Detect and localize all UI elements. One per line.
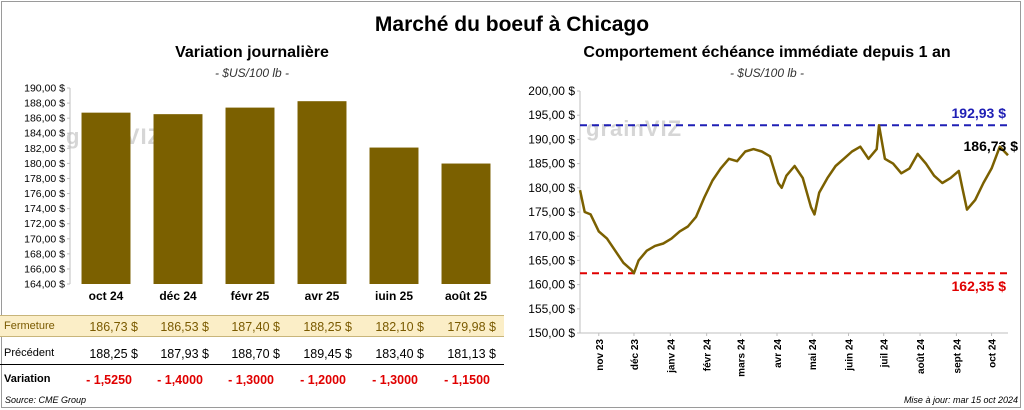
table-cell: - 1,3000 xyxy=(228,373,274,387)
y-tick-label: 188,00 $ xyxy=(24,98,65,110)
bar-chart: 164,00 $ 166,00 $ 168,00 $ 170,00 $ 172,00 $… xyxy=(24,83,491,300)
source-note: Source: CME Group xyxy=(5,395,87,405)
main-title: Marché du boeuf à Chicago xyxy=(374,13,650,36)
y-tick-label: 170,00 $ xyxy=(528,229,575,243)
y-tick-label: 155,00 $ xyxy=(528,302,575,316)
table-row-previous: Précédent 188,25 $ 187,93 $ 188,70 $ 189… xyxy=(0,343,504,365)
x-tick-label: mars 24 xyxy=(737,339,748,377)
max-value-label: 192,93 $ xyxy=(952,105,1007,121)
x-tick-label: nov 23 xyxy=(595,339,606,371)
table-cell: - 1,1500 xyxy=(444,373,490,387)
table-row-close: Fermeture 186,73 $ 186,53 $ 187,40 $ 188… xyxy=(0,315,504,337)
right-chart-unit: - $US/100 lb - xyxy=(729,66,805,80)
row-label: Précédent xyxy=(4,347,55,359)
y-tick-label: 164,00 $ xyxy=(24,279,65,291)
x-tick-label: sept 24 xyxy=(952,339,963,374)
table-row-variation: Variation - 1,5250 - 1,4000 - 1,3000 - 1… xyxy=(0,369,504,391)
y-tick-label: 176,00 $ xyxy=(24,188,65,200)
bar xyxy=(369,147,419,284)
y-tick-label: 195,00 $ xyxy=(528,108,575,122)
x-tick-label: juin 24 xyxy=(845,339,856,372)
table-cell: 187,40 $ xyxy=(231,320,280,334)
min-value-label: 162,35 $ xyxy=(952,278,1007,294)
x-tick-label: oct 24 xyxy=(988,339,999,368)
y-tick-label: 185,00 $ xyxy=(528,157,575,171)
x-tick-label: oct 24 xyxy=(89,289,124,300)
x-tick-label: avr 24 xyxy=(773,339,784,368)
last-value-label: 186,73 $ xyxy=(964,138,1019,154)
x-tick-label: juin 25 xyxy=(374,289,413,300)
table-cell: - 1,2000 xyxy=(300,373,346,387)
table-cell: 181,13 $ xyxy=(447,347,496,361)
y-tick-label: 174,00 $ xyxy=(24,203,65,215)
y-tick-label: 200,00 $ xyxy=(528,84,575,98)
x-tick-label: déc 24 xyxy=(159,289,197,300)
left-chart-title: Variation journalière xyxy=(175,44,329,61)
right-watermark: grainVIZ xyxy=(586,116,683,141)
bar xyxy=(81,112,131,284)
x-tick-label: août 25 xyxy=(445,289,487,300)
table-cell: 187,93 $ xyxy=(160,347,209,361)
table-cell: - 1,5250 xyxy=(86,373,132,387)
y-tick-label: 160,00 $ xyxy=(528,278,575,292)
left-chart-unit: - $US/100 lb - xyxy=(214,66,290,80)
table-cell: 183,40 $ xyxy=(375,347,424,361)
y-tick-label: 184,00 $ xyxy=(24,128,65,140)
x-tick-label: déc 23 xyxy=(630,339,641,371)
y-tick-label: 190,00 $ xyxy=(528,132,575,146)
table-cell: 182,10 $ xyxy=(375,320,424,334)
y-tick-label: 166,00 $ xyxy=(24,263,65,275)
x-tick-label: janv 24 xyxy=(666,339,677,374)
table-cell: 188,25 $ xyxy=(303,320,352,334)
y-tick-label: 178,00 $ xyxy=(24,173,65,185)
x-tick-label: févr 24 xyxy=(703,339,714,372)
right-chart-title: Comportement échéance immédiate depuis 1… xyxy=(583,44,951,61)
y-tick-label: 172,00 $ xyxy=(24,218,65,230)
table-cell: 186,53 $ xyxy=(160,320,209,334)
y-tick-label: 180,00 $ xyxy=(24,158,65,170)
table-cell: 188,25 $ xyxy=(89,347,138,361)
price-series-line xyxy=(578,123,1009,275)
row-label: Fermeture xyxy=(4,320,55,332)
x-tick-label: juil 24 xyxy=(880,339,891,369)
bar xyxy=(153,114,203,284)
table-cell: 189,45 $ xyxy=(303,347,352,361)
bar xyxy=(297,101,347,284)
x-tick-label: avr 25 xyxy=(305,289,340,300)
y-tick-label: 182,00 $ xyxy=(24,143,65,155)
y-tick-label: 180,00 $ xyxy=(528,181,575,195)
table-cell: - 1,4000 xyxy=(157,373,203,387)
y-tick-label: 190,00 $ xyxy=(24,83,65,95)
y-tick-label: 170,00 $ xyxy=(24,233,65,245)
y-tick-label: 168,00 $ xyxy=(24,248,65,260)
x-tick-label: août 24 xyxy=(916,339,927,374)
x-tick-label: mai 24 xyxy=(808,339,819,371)
y-tick-label: 150,00 $ xyxy=(528,326,575,340)
bar xyxy=(225,107,275,284)
y-tick-label: 165,00 $ xyxy=(528,253,575,267)
row-label: Variation xyxy=(4,373,51,385)
y-tick-label: 175,00 $ xyxy=(528,205,575,219)
bar xyxy=(441,163,491,284)
y-tick-label: 186,00 $ xyxy=(24,113,65,125)
table-cell: 179,98 $ xyxy=(447,320,496,334)
table-cell: - 1,3000 xyxy=(372,373,418,387)
table-cell: 186,73 $ xyxy=(89,320,138,334)
table-cell: 188,70 $ xyxy=(231,347,280,361)
update-note: Mise à jour: mar 15 oct 2024 xyxy=(903,395,1018,405)
x-tick-label: févr 25 xyxy=(231,289,270,300)
line-chart: 150,00 $ 155,00 $ 160,00 $ 165,00 $ 170,00 $… xyxy=(528,84,1019,377)
